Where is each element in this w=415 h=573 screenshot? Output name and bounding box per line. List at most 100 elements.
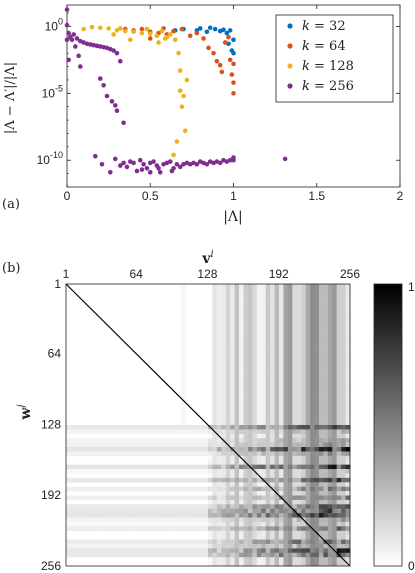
- heatmap-cell: [225, 420, 231, 426]
- heatmap-cell: [234, 552, 240, 558]
- heatmap-cell: [216, 306, 222, 311]
- heatmap-cell: [274, 389, 280, 395]
- heatmap-cell: [261, 521, 266, 527]
- heatmap-cell: [341, 504, 346, 510]
- heatmap-cell: [70, 552, 76, 558]
- heatmap-cell: [105, 429, 111, 435]
- heatmap-cell: [216, 477, 222, 483]
- heatmap-cell: [239, 543, 244, 549]
- heatmap-cell: [239, 297, 244, 302]
- heatmap-cell: [190, 438, 195, 443]
- heatmap-cell: [230, 535, 235, 540]
- heatmap-cell: [252, 429, 258, 435]
- heatmap-cell: [287, 385, 293, 391]
- heatmap-cell: [305, 288, 311, 294]
- heatmap-cell: [83, 543, 89, 549]
- heatmap-cell: [279, 288, 284, 294]
- heatmap-cell: [323, 292, 329, 298]
- heatmap-cell: [123, 429, 129, 435]
- heatmap-cell: [296, 530, 302, 536]
- heatmap-cell: [256, 284, 262, 289]
- heatmap-cell: [221, 486, 227, 492]
- heatmap-cell: [208, 508, 213, 514]
- heatmap-cell: [301, 372, 306, 377]
- heatmap-cell: [332, 336, 337, 342]
- heatmap-cell: [296, 526, 302, 532]
- heatmap-cell: [137, 447, 142, 452]
- heatmap-cell: [74, 447, 80, 452]
- heatmap-cell: [318, 372, 324, 377]
- heatmap-cell: [83, 552, 89, 558]
- heatmap-cell: [92, 513, 98, 518]
- heatmap-cell: [230, 451, 235, 457]
- colorbar-min-label: 0: [408, 559, 415, 573]
- heatmap-cell: [274, 328, 280, 333]
- heatmap-cell: [181, 438, 187, 443]
- heatmap-cell: [141, 504, 147, 510]
- heatmap-cell: [345, 473, 351, 479]
- heatmap-cell: [314, 433, 320, 439]
- heatmap-cell: [274, 521, 280, 527]
- heatmap-cell: [239, 530, 244, 536]
- heatmap-cell: [301, 292, 306, 298]
- heatmap-cell: [132, 508, 138, 514]
- heatmap-cell: [230, 323, 235, 329]
- heatmap-cell: [310, 350, 315, 355]
- heatmap-cell: [252, 380, 258, 386]
- heatmap-cell: [252, 372, 258, 377]
- heatmap-cell: [323, 486, 329, 492]
- heatmap-cell: [176, 469, 182, 474]
- heatmap-cell: [252, 477, 258, 483]
- heatmap-cell: [243, 310, 249, 316]
- heatmap-cell: [230, 336, 235, 342]
- heatmap-cell: [270, 372, 275, 377]
- heatmap-cell: [305, 442, 311, 448]
- heatmap-cell: [74, 469, 80, 474]
- legend-entry: k = 256: [302, 79, 354, 94]
- heatmap-cell: [212, 504, 218, 510]
- heatmap-cell: [70, 438, 76, 443]
- heatmap-cell: [190, 548, 195, 554]
- heatmap-cell: [336, 477, 342, 483]
- heatmap-cell: [341, 513, 346, 518]
- heatmap-cell: [225, 310, 231, 316]
- heatmap-cell: [181, 319, 187, 324]
- heatmap-cell: [341, 288, 346, 294]
- heatmap-cell: [225, 358, 231, 364]
- heatmap-cell: [261, 504, 266, 510]
- heatmap-cell: [345, 464, 351, 470]
- scatter-point-k128: [177, 68, 183, 73]
- heatmap-cell: [132, 521, 138, 527]
- heatmap-cell: [208, 521, 213, 527]
- heatmap-cell: [336, 402, 342, 408]
- heatmap-cell: [168, 513, 173, 518]
- heatmap-cell: [310, 376, 315, 382]
- heatmap-cell: [265, 464, 271, 470]
- heatmap-cell: [123, 442, 129, 448]
- heatmap-cell: [318, 543, 324, 549]
- heatmap-cell: [287, 363, 293, 369]
- heatmap-cell: [239, 491, 244, 496]
- heatmap-cell: [70, 517, 76, 523]
- heatmap-cell: [185, 429, 191, 435]
- heatmap-cell: [172, 543, 178, 549]
- scatter-point-k64: [217, 62, 223, 68]
- heatmap-cell: [88, 451, 93, 457]
- heatmap-cell: [88, 425, 93, 430]
- heatmap-cell: [243, 499, 249, 505]
- heatmap-cell: [216, 328, 222, 333]
- heatmap-cell: [310, 530, 315, 536]
- heatmap-cell: [265, 411, 271, 417]
- heatmap-cell: [279, 297, 284, 302]
- heatmap-cell: [234, 557, 240, 562]
- heatmap-cell: [301, 385, 306, 391]
- heatmap-cell: [287, 310, 293, 316]
- heatmap-cell: [287, 539, 293, 545]
- heatmap-cell: [279, 561, 284, 567]
- colorbar: [373, 283, 403, 567]
- heatmap-cell: [247, 543, 253, 549]
- heatmap-cell: [283, 504, 289, 510]
- heatmap-cell: [154, 429, 160, 435]
- heatmap-cell: [128, 442, 133, 448]
- heatmap-cell: [279, 341, 284, 346]
